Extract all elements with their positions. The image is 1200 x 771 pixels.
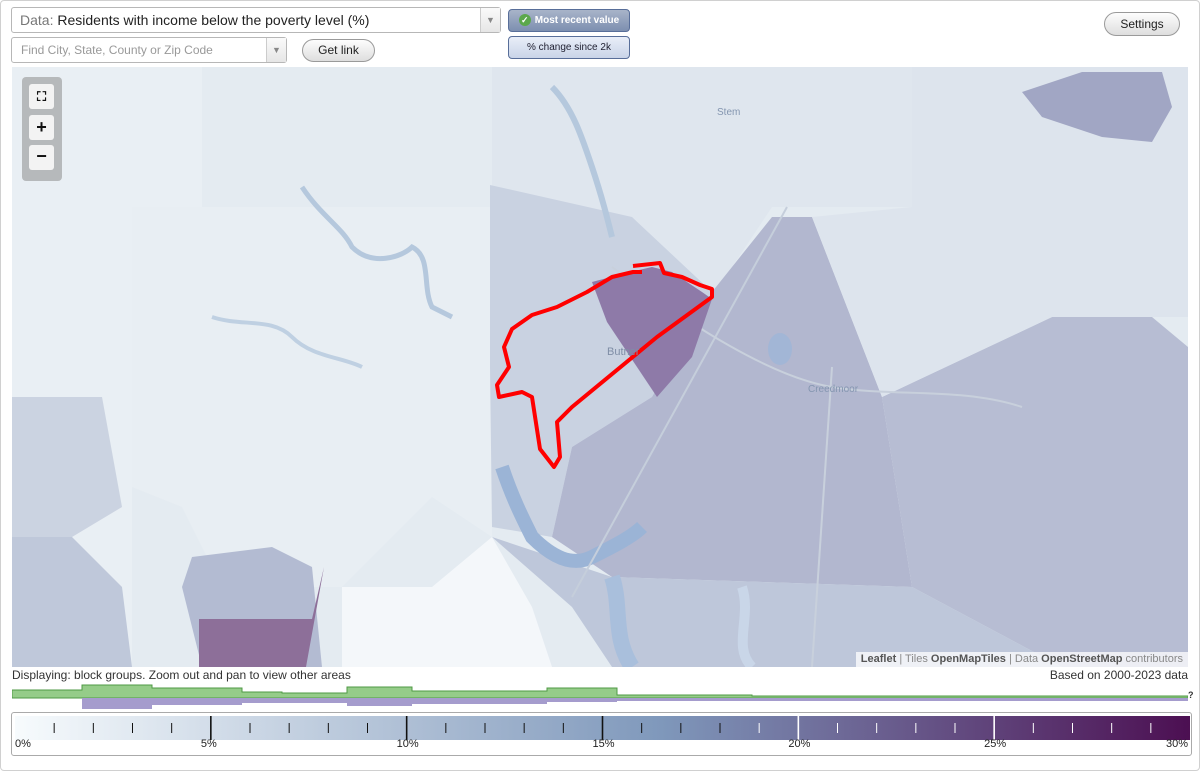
most-recent-label: Most recent value (534, 15, 620, 26)
map-view[interactable]: Stem Butner Creedmoor ⛶ + − Leaflet | Ti… (12, 67, 1188, 667)
attribution-sep1: | Tiles (896, 653, 931, 665)
road-south (811, 366, 833, 667)
block-group-high-poverty (592, 267, 712, 397)
zoom-control: ⛶ + − (22, 77, 62, 181)
fullscreen-icon[interactable]: ⛶ (29, 84, 54, 109)
place-label-butner: Butner (607, 346, 640, 358)
block-group-white (342, 537, 552, 667)
block-group-west-2 (12, 537, 132, 667)
block-group-high-poverty-south (199, 567, 324, 667)
map-attribution: Leaflet | Tiles OpenMapTiles | Data Open… (855, 652, 1188, 667)
place-label-creedmoor: Creedmoor (808, 384, 859, 395)
zoom-out-button[interactable]: − (29, 145, 54, 170)
legend-tick-label: 25% (984, 738, 1007, 750)
place-label-stem: Stem (717, 107, 741, 118)
legend-tick-label: 30% (1166, 738, 1189, 750)
search-dropdown-icon[interactable]: ▼ (266, 38, 286, 62)
river-stem (549, 84, 615, 238)
legend-ticks (53, 716, 1152, 740)
block-group-west-1 (12, 397, 122, 537)
location-search-input[interactable]: Find City, State, County or Zip Code ▼ (11, 37, 287, 63)
lake-south (495, 464, 647, 568)
distribution-histogram (12, 684, 1188, 709)
legend-tick-label: 5% (200, 738, 217, 750)
block-group-far-northeast (1022, 72, 1172, 142)
river-southeast (737, 585, 756, 667)
block-group-south-east (492, 537, 1062, 667)
most-recent-value-toggle[interactable]: ✓ Most recent value (508, 9, 630, 32)
data-years-note: Based on 2000-2023 data (1049, 668, 1188, 682)
road-i85 (571, 206, 788, 598)
zoom-in-button[interactable]: + (29, 115, 54, 140)
attribution-sep2: | Data (1005, 653, 1042, 665)
percent-change-toggle[interactable]: % change since 2k (508, 36, 630, 59)
block-group-east (882, 317, 1188, 667)
block-group-northeast (812, 67, 1188, 397)
attribution-leaflet-link[interactable]: Leaflet (860, 653, 897, 665)
legend-gradient (15, 716, 1190, 740)
data-select[interactable]: Data: Residents with income below the po… (11, 7, 501, 33)
legend-tick-label: 0% (15, 738, 31, 750)
color-legend: 0% 5% 10% 15% 20% 25% 30% (11, 712, 1192, 756)
lake-falls (604, 574, 639, 667)
display-level-status: Displaying: block groups. Zoom out and p… (12, 668, 351, 682)
selected-area-outline (495, 261, 714, 469)
map-canvas[interactable] (12, 67, 1188, 667)
help-icon[interactable]: ? (1188, 690, 1194, 700)
search-placeholder: Find City, State, County or Zip Code (21, 43, 213, 57)
get-link-button[interactable]: Get link (302, 39, 375, 62)
legend-tick-label: 15% (592, 738, 615, 750)
histogram-recent (12, 684, 1188, 699)
attribution-osm-link[interactable]: OpenStreetMap (1041, 653, 1123, 665)
legend-tick-label: 20% (788, 738, 811, 750)
legend-tick-label: 10% (396, 738, 419, 750)
attribution-tail: contributors (1122, 653, 1183, 665)
data-value: Residents with income below the poverty … (57, 12, 370, 28)
river-west (211, 315, 363, 369)
checkmark-icon: ✓ (518, 14, 531, 27)
chevron-down-icon[interactable]: ▼ (480, 8, 500, 32)
region-central-west (132, 207, 492, 587)
histogram-baseline (12, 698, 1188, 709)
data-prefix: Data: (20, 12, 54, 28)
settings-button[interactable]: Settings (1104, 12, 1180, 36)
block-group-creedmoor (552, 217, 912, 587)
river-north (299, 185, 454, 320)
attribution-tiles-link[interactable]: OpenMapTiles (930, 653, 1006, 665)
lake-creedmoor (768, 333, 792, 365)
